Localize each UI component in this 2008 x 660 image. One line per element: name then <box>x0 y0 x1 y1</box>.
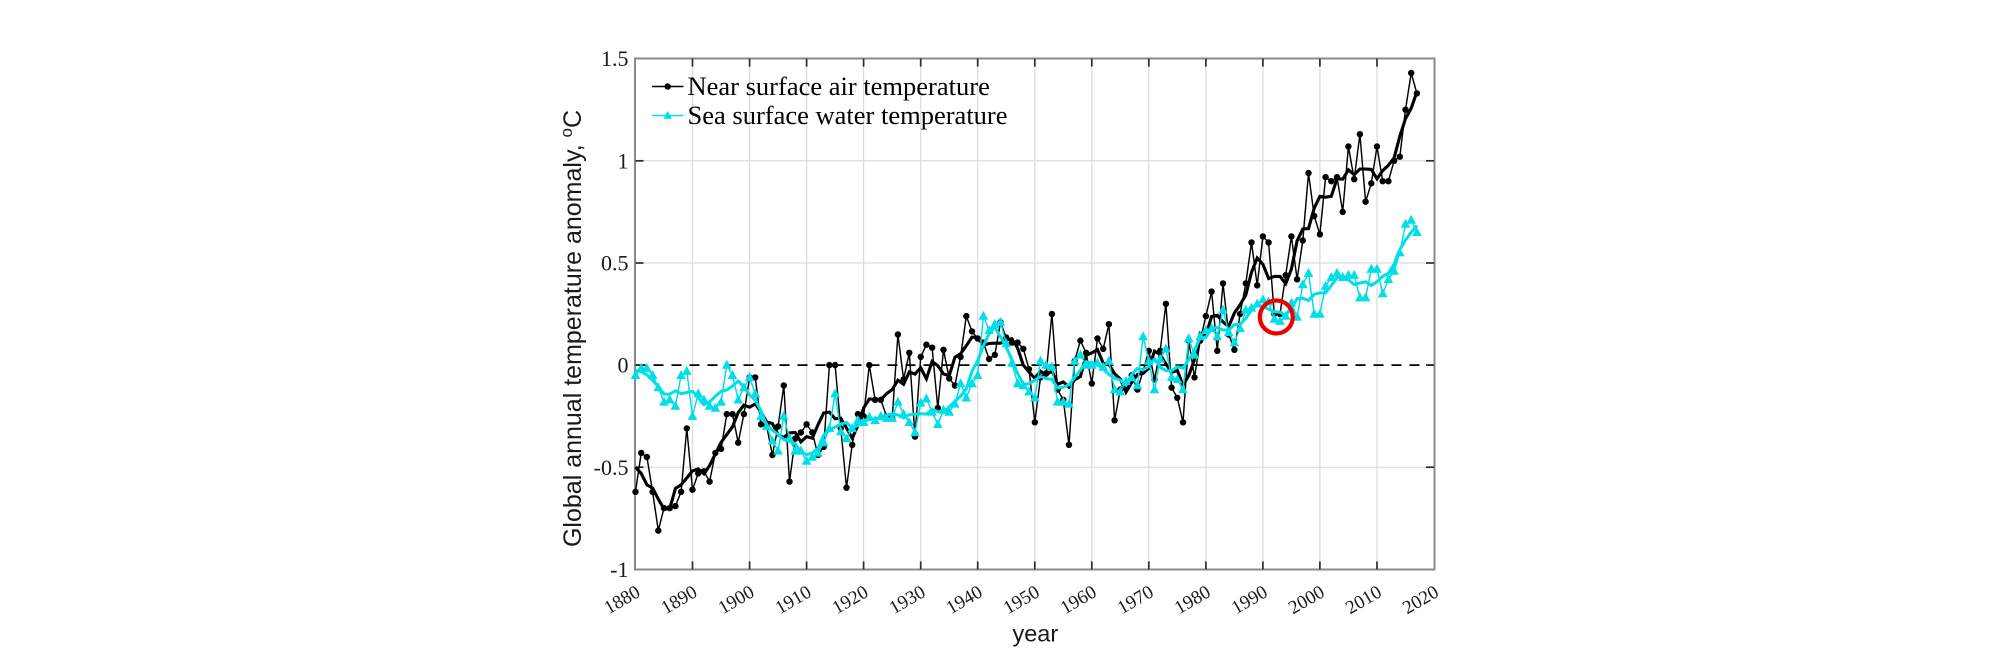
svg-text:0.5: 0.5 <box>601 251 629 276</box>
svg-text:Near surface air temperature: Near surface air temperature <box>688 71 990 101</box>
svg-text:Global annual temperature anom: Global annual temperature anomaly, oC <box>557 110 587 547</box>
svg-text:1.5: 1.5 <box>601 46 629 71</box>
svg-text:0: 0 <box>618 353 629 378</box>
svg-text:-1: -1 <box>610 557 628 582</box>
svg-text:year: year <box>1012 621 1058 647</box>
svg-text:1: 1 <box>618 148 629 173</box>
svg-text:-0.5: -0.5 <box>594 455 629 480</box>
svg-text:Sea surface water temperature: Sea surface water temperature <box>688 100 1008 130</box>
